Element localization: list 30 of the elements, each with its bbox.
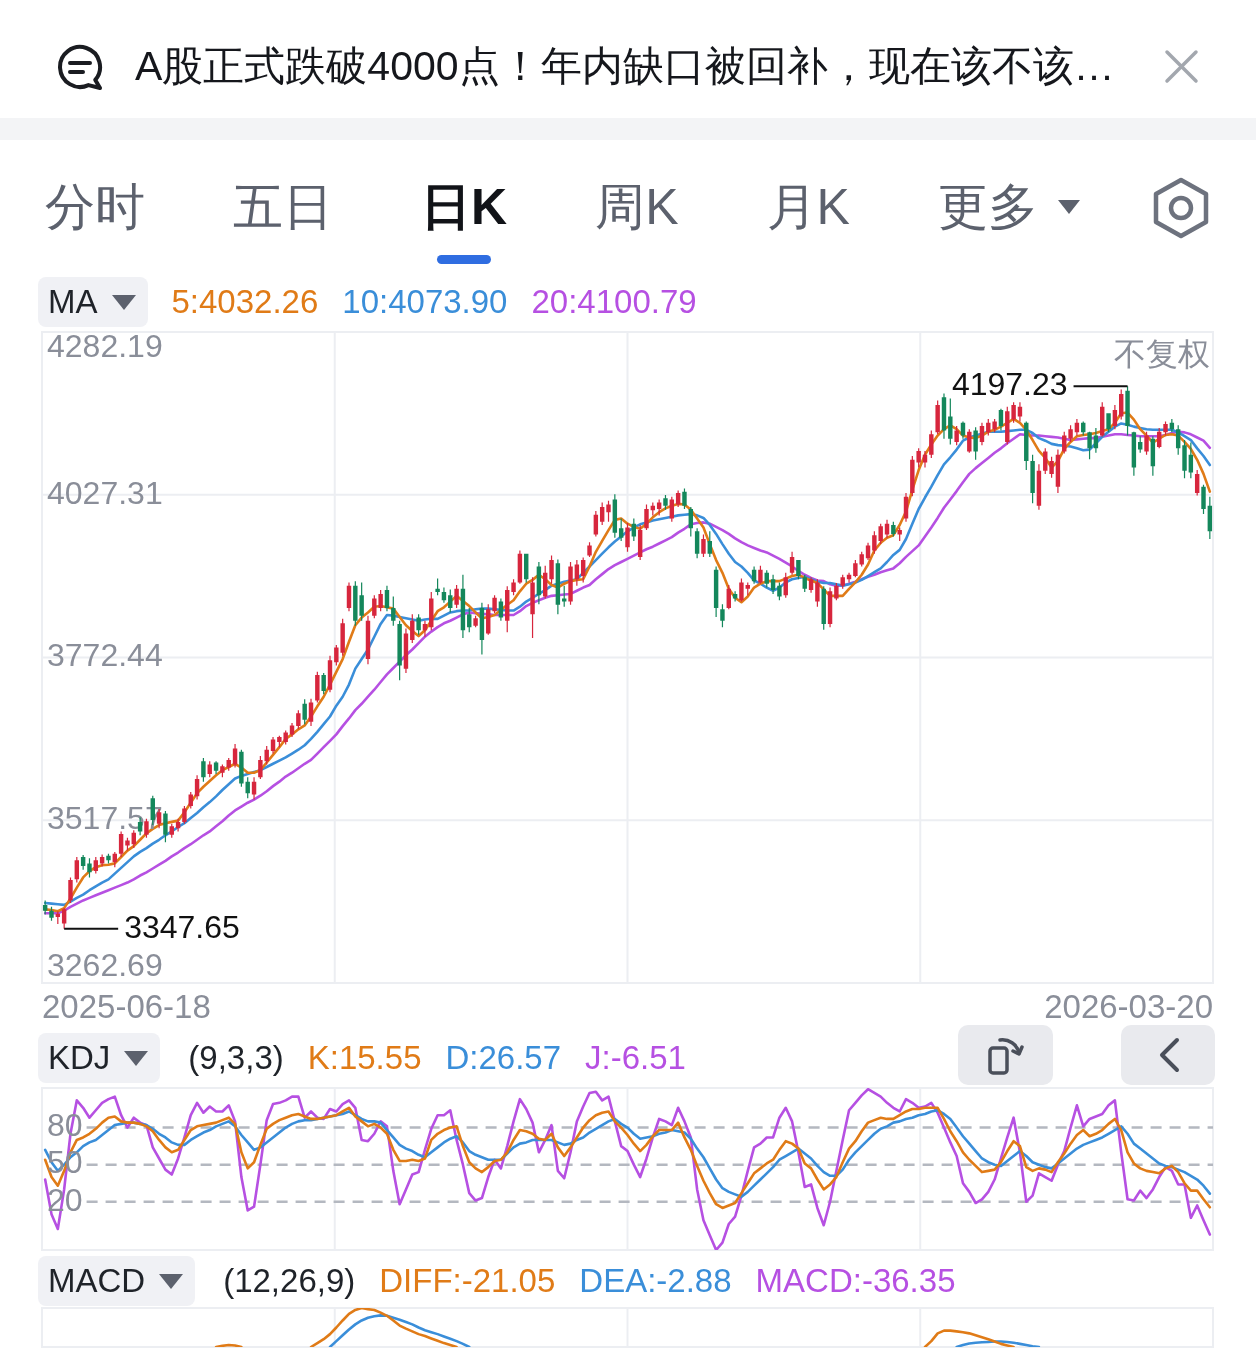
text: 5:4032.26 bbox=[171, 283, 319, 321]
annotation: 3347.65 bbox=[124, 908, 240, 945]
text: 五日 bbox=[233, 177, 334, 237]
chart-subtitle: (12,26,9) bbox=[223, 1262, 356, 1300]
text: DEA:-2.88 bbox=[579, 1262, 732, 1300]
text: 2025-06-18 bbox=[42, 988, 211, 1026]
text: 月K bbox=[766, 177, 850, 237]
annotation: 不复权 bbox=[1114, 335, 1210, 372]
legend-title: MACD bbox=[48, 1262, 146, 1300]
y-tick-label: 4282.19 bbox=[47, 327, 163, 364]
text: 日K bbox=[421, 177, 508, 237]
text: 10:4073.90 bbox=[342, 283, 508, 321]
text: 20:4100.79 bbox=[531, 283, 697, 321]
y-tick-label: 4027.31 bbox=[47, 474, 163, 511]
text: 2026-03-20 bbox=[1044, 988, 1213, 1026]
series-label: D:26.57 bbox=[445, 1039, 562, 1077]
annotation: 4197.23 bbox=[951, 366, 1068, 403]
chart-subtitle: (9,3,3) bbox=[188, 1039, 284, 1077]
text: 周K bbox=[595, 177, 679, 237]
text: 分时 bbox=[45, 177, 145, 237]
legend-title: MA bbox=[48, 283, 98, 321]
legend-title: KDJ bbox=[48, 1039, 111, 1077]
y-tick-label: 3262.69 bbox=[47, 946, 163, 983]
series-label: DIFF:-21.05 bbox=[379, 1262, 556, 1300]
legend-label: MACD:-36.35 bbox=[755, 1262, 956, 1300]
y-tick-label: 3772.44 bbox=[47, 637, 163, 674]
series-label: K:15.55 bbox=[307, 1039, 422, 1077]
text: A股正式跌破4000点！年内缺口被回补，现在该不该… bbox=[135, 42, 1115, 91]
text: 更多 bbox=[937, 177, 1038, 237]
series-label: J:-6.51 bbox=[585, 1039, 686, 1077]
